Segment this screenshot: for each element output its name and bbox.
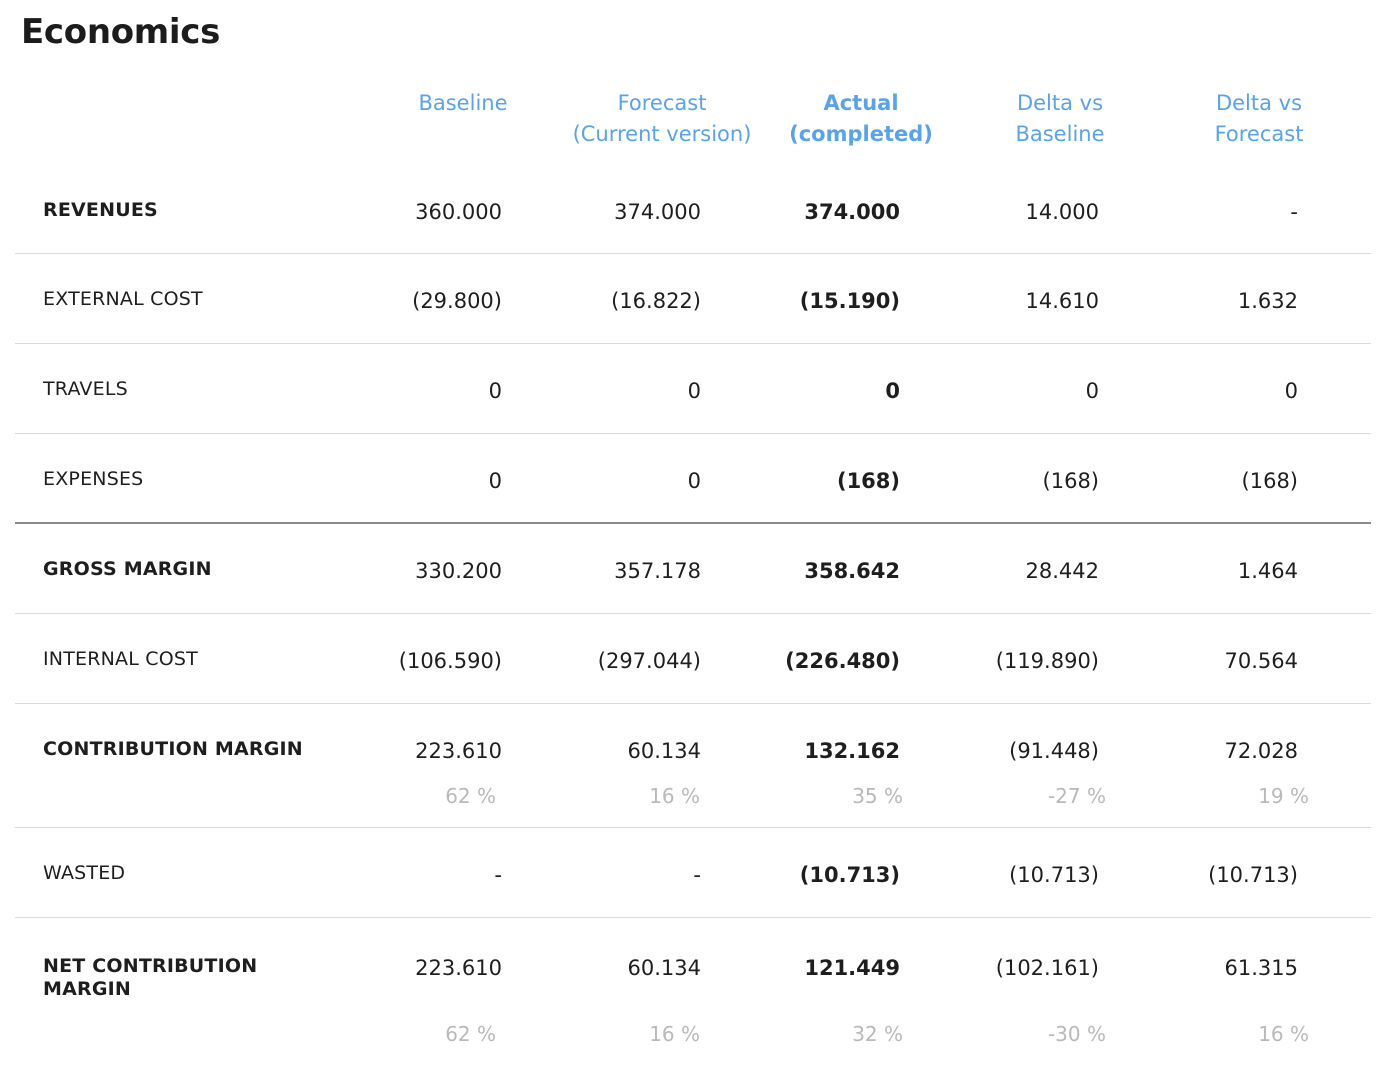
percent-delta-forecast: 19 %: [1258, 784, 1309, 808]
value-actual: (168): [836, 469, 900, 493]
value-forecast: 60.134: [627, 739, 701, 763]
value-baseline: 360.000: [415, 200, 502, 224]
column-header-line: (completed): [789, 122, 933, 146]
percent-forecast: 16 %: [649, 1022, 700, 1046]
value-forecast: 374.000: [614, 200, 701, 224]
column-header-delta-forecast[interactable]: Delta vs Forecast: [1159, 88, 1359, 150]
percent-actual: 32 %: [852, 1022, 903, 1046]
row-label: CONTRIBUTION MARGIN: [43, 738, 303, 760]
percent-delta-baseline: -30 %: [1047, 1022, 1106, 1046]
column-header-line: Delta vs: [1016, 91, 1104, 115]
column-header-line: Forecast: [617, 91, 707, 115]
percent-delta-baseline: -27 %: [1047, 784, 1106, 808]
value-delta-forecast: (10.713): [1208, 863, 1298, 887]
percent-forecast: 16 %: [649, 784, 700, 808]
value-actual: 358.642: [804, 559, 900, 583]
value-delta-forecast: 1.632: [1237, 289, 1298, 313]
value-forecast: (297.044): [597, 649, 701, 673]
column-header-delta-baseline[interactable]: Delta vs Baseline: [960, 88, 1160, 150]
value-actual: 374.000: [804, 200, 900, 224]
percent-baseline: 62 %: [445, 1022, 496, 1046]
column-header-forecast[interactable]: Forecast (Current version): [562, 88, 762, 150]
value-delta-forecast: 70.564: [1224, 649, 1298, 673]
column-header-line: (Current version): [572, 122, 752, 146]
value-actual: (226.480): [785, 649, 900, 673]
value-delta-baseline: 14.000: [1025, 200, 1099, 224]
column-header-line: Baseline: [1015, 122, 1105, 146]
value-delta-forecast: -: [1290, 200, 1298, 224]
table-row-gross-margin: GROSS MARGIN 330.200 357.178 358.642 28.…: [15, 524, 1371, 614]
table-row-expenses: EXPENSES 0 0 (168) (168) (168): [15, 434, 1371, 524]
value-delta-baseline: (91.448): [1009, 739, 1099, 763]
row-label: TRAVELS: [43, 378, 128, 400]
row-label: NET CONTRIBUTION MARGIN: [43, 955, 258, 1000]
row-label: GROSS MARGIN: [43, 558, 212, 580]
value-delta-baseline: (10.713): [1009, 863, 1099, 887]
table-row-external-cost: EXTERNAL COST (29.800) (16.822) (15.190)…: [15, 254, 1371, 344]
value-actual: (10.713): [799, 863, 900, 887]
value-baseline: (29.800): [412, 289, 502, 313]
column-header-baseline[interactable]: Baseline: [363, 88, 563, 119]
value-delta-baseline: 14.610: [1025, 289, 1099, 313]
value-delta-baseline: 28.442: [1025, 559, 1099, 583]
table-row-contribution-margin: CONTRIBUTION MARGIN 223.610 60.134 132.1…: [15, 704, 1371, 828]
value-forecast: 357.178: [614, 559, 701, 583]
row-label: WASTED: [43, 862, 126, 884]
column-header-line: Actual: [823, 91, 899, 115]
value-actual: 132.162: [804, 739, 900, 763]
value-baseline: 0: [488, 379, 502, 403]
column-header-line: Forecast: [1214, 122, 1304, 146]
table-row-wasted: WASTED - - (10.713) (10.713) (10.713): [15, 828, 1371, 918]
value-delta-baseline: (102.161): [995, 956, 1099, 980]
value-delta-forecast: 72.028: [1224, 739, 1298, 763]
row-label: REVENUES: [43, 199, 158, 221]
value-baseline: 0: [488, 469, 502, 493]
value-baseline: 330.200: [415, 559, 502, 583]
row-label: EXPENSES: [43, 468, 144, 490]
value-actual: (15.190): [799, 289, 900, 313]
page-title: Economics: [21, 12, 221, 52]
column-header-actual[interactable]: Actual (completed): [761, 88, 961, 150]
value-delta-baseline: (168): [1042, 469, 1099, 493]
column-header-line: Baseline: [418, 91, 508, 115]
value-delta-baseline: 0: [1085, 379, 1099, 403]
economics-table: REVENUES 360.000 374.000 374.000 14.000 …: [15, 166, 1371, 1058]
value-delta-forecast: 1.464: [1237, 559, 1298, 583]
row-label: INTERNAL COST: [43, 648, 198, 670]
value-actual: 121.449: [804, 956, 900, 980]
value-forecast: 0: [687, 379, 701, 403]
column-headers: Baseline Forecast (Current version) Actu…: [0, 88, 1386, 158]
value-forecast: 0: [687, 469, 701, 493]
column-header-line: Delta vs: [1215, 91, 1303, 115]
value-baseline: (106.590): [398, 649, 502, 673]
value-delta-forecast: 0: [1284, 379, 1298, 403]
value-actual: 0: [885, 379, 900, 403]
value-forecast: 60.134: [627, 956, 701, 980]
value-delta-forecast: 61.315: [1224, 956, 1298, 980]
value-delta-baseline: (119.890): [995, 649, 1099, 673]
percent-baseline: 62 %: [445, 784, 496, 808]
table-row-internal-cost: INTERNAL COST (106.590) (297.044) (226.4…: [15, 614, 1371, 704]
percent-actual: 35 %: [852, 784, 903, 808]
row-label: EXTERNAL COST: [43, 288, 203, 310]
value-forecast: (16.822): [611, 289, 701, 313]
percent-delta-forecast: 16 %: [1258, 1022, 1309, 1046]
table-row-net-contribution-margin: NET CONTRIBUTION MARGIN 223.610 60.134 1…: [15, 918, 1371, 1058]
value-forecast: -: [693, 863, 701, 887]
table-row-travels: TRAVELS 0 0 0 0 0: [15, 344, 1371, 434]
table-row-revenues: REVENUES 360.000 374.000 374.000 14.000 …: [15, 166, 1371, 254]
value-delta-forecast: (168): [1241, 469, 1298, 493]
value-baseline: 223.610: [415, 956, 502, 980]
value-baseline: 223.610: [415, 739, 502, 763]
value-baseline: -: [494, 863, 502, 887]
